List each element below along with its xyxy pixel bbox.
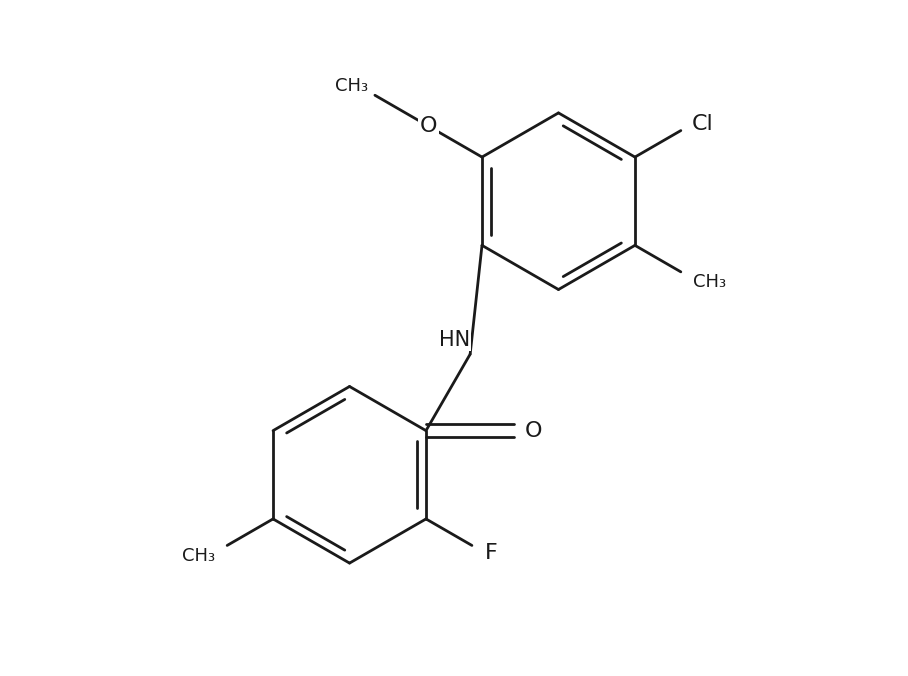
Text: Cl: Cl xyxy=(691,114,713,134)
Text: HN: HN xyxy=(439,330,469,349)
Text: CH₃: CH₃ xyxy=(182,548,214,565)
Text: CH₃: CH₃ xyxy=(335,78,369,95)
Text: F: F xyxy=(485,544,498,563)
Text: CH₃: CH₃ xyxy=(694,272,726,291)
Text: O: O xyxy=(419,116,438,136)
Text: O: O xyxy=(525,420,542,441)
